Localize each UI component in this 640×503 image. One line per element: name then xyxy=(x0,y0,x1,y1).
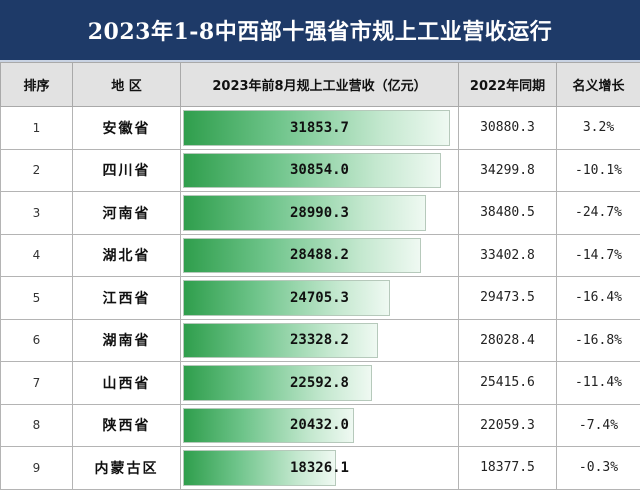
rank-cell: 6 xyxy=(0,318,73,362)
prev-year-cell: 29473.5 xyxy=(458,276,557,320)
header-region: 地 区 xyxy=(72,62,181,107)
table-row: 5 江西省 24705.3 29473.5 -16.4% xyxy=(0,276,640,320)
bar-value-label: 31853.7 xyxy=(289,119,349,136)
header-current: 2023年前8月规上工业营收（亿元） xyxy=(180,62,459,107)
region-cell: 内蒙古区 xyxy=(72,446,181,490)
bar-value-label: 23328.2 xyxy=(289,332,349,349)
prev-year-cell: 34299.8 xyxy=(458,148,557,192)
table-row: 7 山西省 22592.8 25415.6 -11.4% xyxy=(0,361,640,405)
bar-cell: 28488.2 xyxy=(180,233,459,277)
header-prev: 2022年同期 xyxy=(458,62,557,107)
bar-mark xyxy=(183,322,379,358)
bar-cell: 20432.0 xyxy=(180,403,459,447)
growth-cell: -16.8% xyxy=(556,318,640,362)
growth-cell: -10.1% xyxy=(556,148,640,192)
bar-mark xyxy=(183,152,442,188)
ranking-table: 排序 地 区 2023年前8月规上工业营收（亿元） 2022年同期 名义增长 1… xyxy=(0,62,640,490)
growth-cell: -7.4% xyxy=(556,403,640,447)
header-rank: 排序 xyxy=(0,62,73,107)
rank-cell: 9 xyxy=(0,446,73,490)
bar-mark xyxy=(183,407,354,443)
prev-year-cell: 25415.6 xyxy=(458,361,557,405)
region-cell: 四川省 xyxy=(72,148,181,192)
header-growth: 名义增长 xyxy=(556,62,640,107)
region-cell: 山西省 xyxy=(72,361,181,405)
prev-year-cell: 33402.8 xyxy=(458,233,557,277)
table-row: 1 安徽省 31853.7 30880.3 3.2% xyxy=(0,106,640,150)
growth-cell: 3.2% xyxy=(556,106,640,150)
bar-value-label: 20432.0 xyxy=(289,417,349,434)
bar-mark xyxy=(183,365,373,401)
bar-value-label: 28488.2 xyxy=(289,247,349,264)
rank-cell: 5 xyxy=(0,276,73,320)
bar-mark xyxy=(183,195,426,231)
region-cell: 江西省 xyxy=(72,276,181,320)
bar-value-label: 22592.8 xyxy=(289,374,349,391)
bar-cell: 22592.8 xyxy=(180,361,459,405)
rank-cell: 2 xyxy=(0,148,73,192)
rank-cell: 7 xyxy=(0,361,73,405)
table-row: 2 四川省 30854.0 34299.8 -10.1% xyxy=(0,148,640,192)
bar-mark xyxy=(183,450,337,486)
rank-cell: 3 xyxy=(0,191,73,235)
growth-cell: -24.7% xyxy=(556,191,640,235)
bar-cell: 30854.0 xyxy=(180,148,459,192)
growth-cell: -14.7% xyxy=(556,233,640,277)
table-row: 4 湖北省 28488.2 33402.8 -14.7% xyxy=(0,233,640,277)
bar-value-label: 28990.3 xyxy=(289,204,349,221)
rank-cell: 1 xyxy=(0,106,73,150)
bar-mark xyxy=(183,110,450,146)
region-cell: 湖南省 xyxy=(72,318,181,362)
bar-value-label: 18326.1 xyxy=(289,459,349,476)
growth-cell: -0.3% xyxy=(556,446,640,490)
rank-cell: 4 xyxy=(0,233,73,277)
bar-cell: 28990.3 xyxy=(180,191,459,235)
table-row: 3 河南省 28990.3 38480.5 -24.7% xyxy=(0,191,640,235)
table-header-row: 排序 地 区 2023年前8月规上工业营收（亿元） 2022年同期 名义增长 xyxy=(0,62,640,107)
prev-year-cell: 22059.3 xyxy=(458,403,557,447)
region-cell: 安徽省 xyxy=(72,106,181,150)
bar-mark xyxy=(183,280,390,316)
table-row: 8 陕西省 20432.0 22059.3 -7.4% xyxy=(0,403,640,447)
bar-value-label: 30854.0 xyxy=(289,162,349,179)
bar-cell: 18326.1 xyxy=(180,446,459,490)
region-cell: 陕西省 xyxy=(72,403,181,447)
prev-year-cell: 30880.3 xyxy=(458,106,557,150)
region-cell: 湖北省 xyxy=(72,233,181,277)
rank-cell: 8 xyxy=(0,403,73,447)
prev-year-cell: 18377.5 xyxy=(458,446,557,490)
page-title: 2023年1-8中西部十强省市规上工业营收运行 xyxy=(0,0,640,62)
bar-value-label: 24705.3 xyxy=(289,289,349,306)
bar-cell: 31853.7 xyxy=(180,106,459,150)
growth-cell: -16.4% xyxy=(556,276,640,320)
growth-cell: -11.4% xyxy=(556,361,640,405)
table-row: 6 湖南省 23328.2 28028.4 -16.8% xyxy=(0,318,640,362)
bar-cell: 24705.3 xyxy=(180,276,459,320)
table-row: 9 内蒙古区 18326.1 18377.5 -0.3% xyxy=(0,446,640,490)
bar-mark xyxy=(183,237,422,273)
prev-year-cell: 28028.4 xyxy=(458,318,557,362)
bar-cell: 23328.2 xyxy=(180,318,459,362)
region-cell: 河南省 xyxy=(72,191,181,235)
prev-year-cell: 38480.5 xyxy=(458,191,557,235)
table-body: 1 安徽省 31853.7 30880.3 3.2% 2 四川省 30854.0 34299.8… xyxy=(0,106,640,490)
